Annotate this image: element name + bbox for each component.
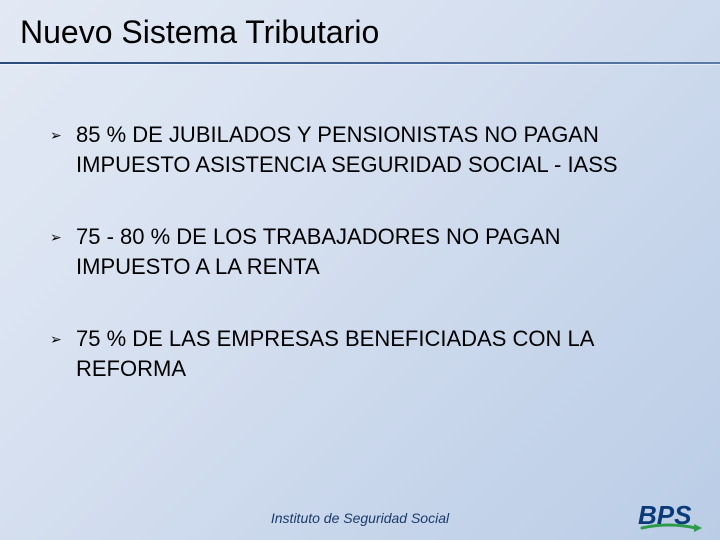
bps-logo: BPS <box>638 494 710 534</box>
bullet-item: ➢ 75 - 80 % DE LOS TRABAJADORES NO PAGAN… <box>50 222 670 282</box>
bullet-list: ➢ 85 % DE JUBILADOS Y PENSIONISTAS NO PA… <box>50 120 670 426</box>
title-underline-shadow <box>0 64 720 65</box>
slide-title: Nuevo Sistema Tributario <box>20 14 379 51</box>
bullet-item: ➢ 75 % DE LAS EMPRESAS BENEFICIADAS CON … <box>50 324 670 384</box>
bullet-marker-icon: ➢ <box>50 120 76 148</box>
bullet-text: 75 % DE LAS EMPRESAS BENEFICIADAS CON LA… <box>76 324 670 384</box>
logo-arrow-icon <box>694 524 702 532</box>
bullet-marker-icon: ➢ <box>50 324 76 352</box>
footer-text: Instituto de Seguridad Social <box>0 510 720 526</box>
bullet-item: ➢ 85 % DE JUBILADOS Y PENSIONISTAS NO PA… <box>50 120 670 180</box>
bullet-marker-icon: ➢ <box>50 222 76 250</box>
bullet-text: 75 - 80 % DE LOS TRABAJADORES NO PAGAN I… <box>76 222 670 282</box>
bullet-text: 85 % DE JUBILADOS Y PENSIONISTAS NO PAGA… <box>76 120 670 180</box>
slide: Nuevo Sistema Tributario ➢ 85 % DE JUBIL… <box>0 0 720 540</box>
